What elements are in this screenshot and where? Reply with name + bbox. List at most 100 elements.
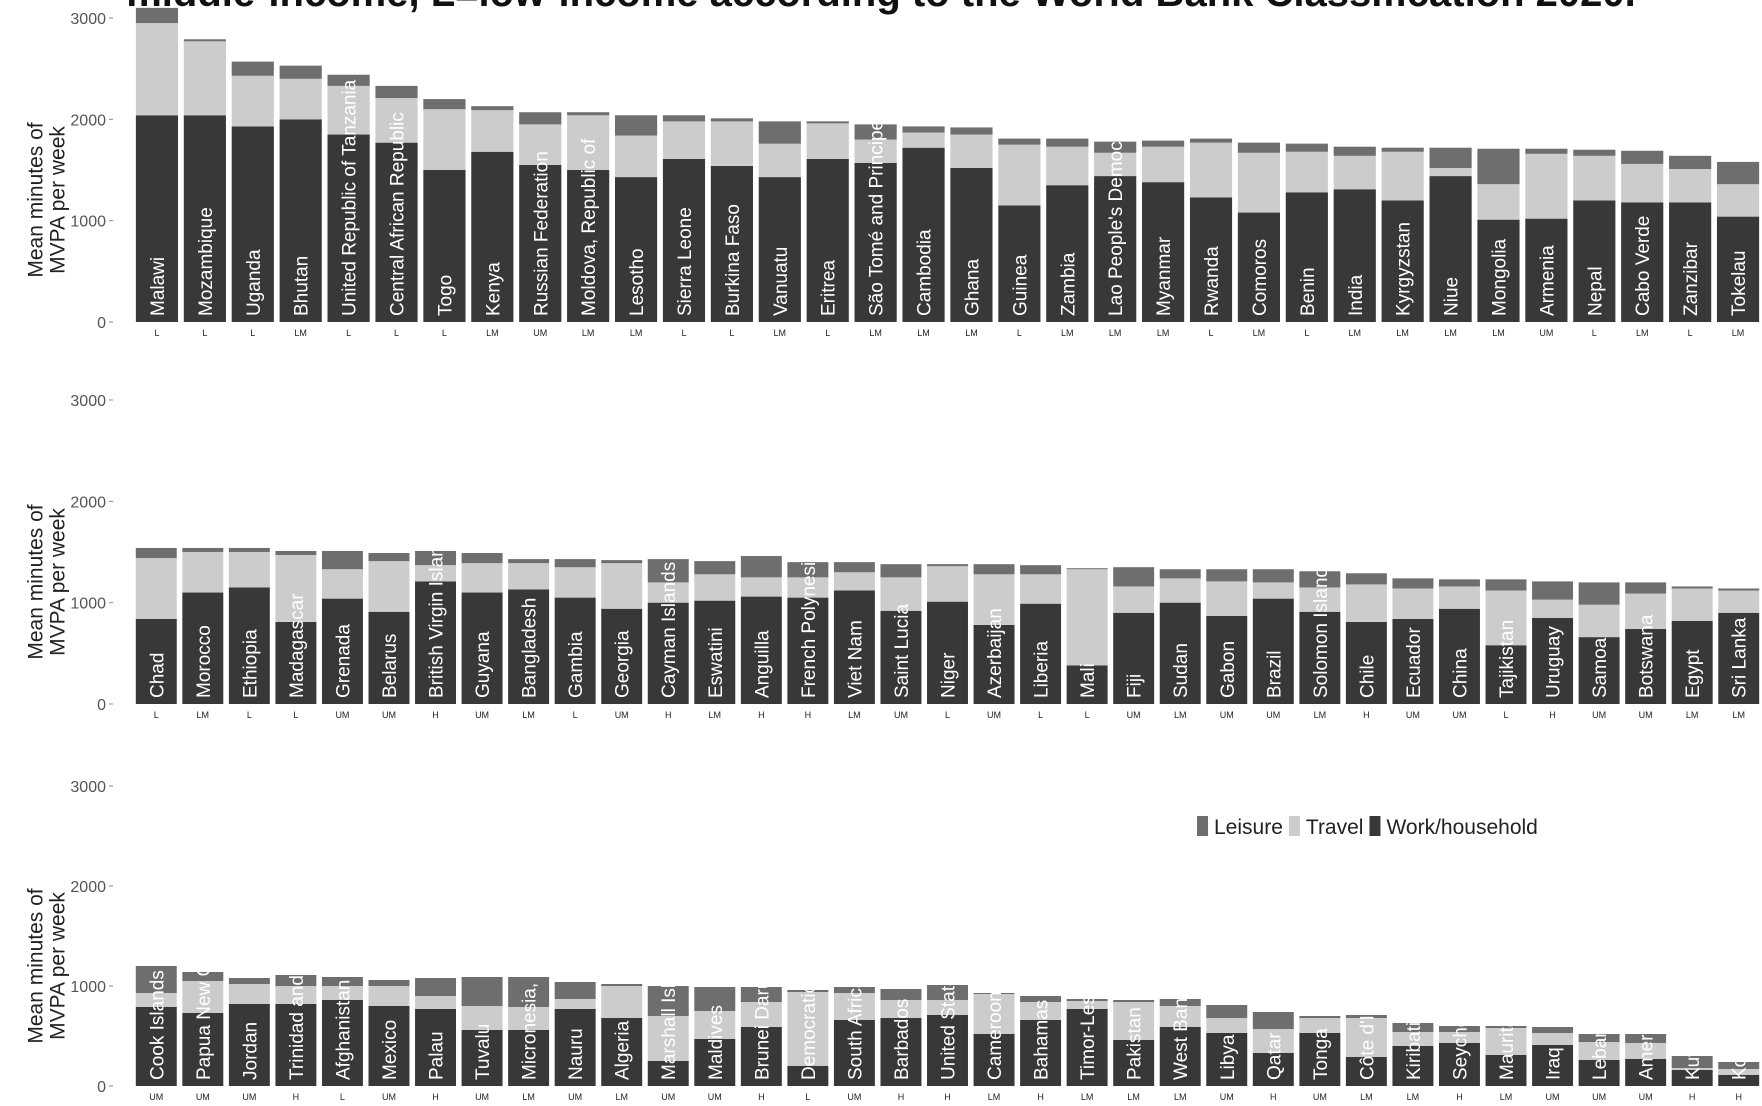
- category-label: Kiribati: [1404, 1022, 1425, 1080]
- bar-segment-travel: [1621, 163, 1664, 203]
- bar-segment-leisure: [601, 984, 643, 986]
- bar-segment-travel: [1020, 574, 1062, 604]
- bar-segment-travel: [647, 1016, 689, 1061]
- category-label: Solomon Islands: [1311, 558, 1332, 698]
- bar-segment-leisure: [787, 990, 829, 992]
- bar-segment-work-household: [508, 1030, 550, 1086]
- bar-segment-work-household: [275, 1004, 317, 1086]
- bar-segment-travel: [1345, 584, 1387, 622]
- bar-segment-travel: [135, 23, 179, 116]
- category-label: Libya: [1218, 1034, 1239, 1080]
- bar-segment-work-household: [854, 162, 897, 322]
- bar-segment-leisure: [1578, 1034, 1620, 1042]
- bar-segment-travel: [1578, 604, 1620, 638]
- category-label: Azerbaijan: [985, 608, 1006, 698]
- bar-segment-leisure: [950, 127, 993, 135]
- bar-segment-travel: [854, 139, 897, 163]
- bar-segment-leisure: [182, 547, 224, 552]
- income-group-label: UM: [1127, 710, 1141, 720]
- bar-segment-work-household: [1299, 611, 1341, 704]
- bar-segment-work-household: [1429, 176, 1472, 322]
- income-group-label: L: [202, 328, 207, 338]
- bar-segment-leisure: [1113, 567, 1155, 587]
- category-label: Belarus: [380, 634, 401, 698]
- income-group-label: L: [250, 328, 255, 338]
- bar-segment-leisure: [1477, 148, 1520, 185]
- category-label: Marshall Islands: [659, 943, 680, 1080]
- category-label: Georgia: [613, 630, 634, 698]
- bar-segment-work-household: [1621, 202, 1664, 322]
- bar-segment-work-household: [1578, 1060, 1620, 1086]
- income-group-label: H: [1363, 710, 1370, 720]
- income-group-label: LM: [1081, 1092, 1094, 1102]
- bar-segment-travel: [601, 563, 643, 609]
- bar-segment-work-household: [694, 600, 736, 704]
- income-group-label: UM: [708, 1092, 722, 1102]
- category-label: Central African Republic: [388, 112, 409, 316]
- income-group-label: UM: [533, 328, 547, 338]
- bar-segment-travel: [1669, 168, 1712, 203]
- bar-segment-travel: [279, 78, 322, 120]
- bar-segment-leisure: [519, 112, 562, 125]
- category-label: Ecuador: [1404, 627, 1425, 698]
- bar-segment-leisure: [973, 993, 1015, 994]
- bar-segment-leisure: [1716, 161, 1760, 185]
- income-group-label: LM: [1348, 328, 1361, 338]
- bar-segment-leisure: [1020, 565, 1062, 575]
- bar-segment-travel: [375, 98, 418, 143]
- category-label: Egypt: [1683, 649, 1704, 698]
- legend-label: Leisure: [1214, 816, 1283, 839]
- category-label: Tonga: [1311, 1028, 1332, 1080]
- bar-segment-leisure: [1573, 149, 1616, 156]
- category-label: Anguilla: [752, 630, 773, 698]
- bar-segment-work-household: [1206, 1033, 1248, 1086]
- bar-segment-work-household: [740, 596, 782, 704]
- income-group-label: L: [1592, 328, 1597, 338]
- bar-segment-work-household: [1206, 615, 1248, 704]
- category-label: Mauritania: [1497, 991, 1518, 1080]
- bar-segment-work-household: [1392, 618, 1434, 704]
- y-tick-label: 2000: [70, 494, 106, 511]
- income-group-label: UM: [568, 1092, 582, 1102]
- bar-segment-travel: [694, 1011, 736, 1039]
- category-label: Lebanon: [1590, 1006, 1611, 1080]
- category-label: Bhutan: [292, 256, 313, 316]
- bar-segment-travel: [567, 115, 610, 170]
- bar-segment-work-household: [1066, 1009, 1108, 1086]
- bar-segment-work-household: [880, 1018, 922, 1086]
- chart-panel-3: 0 1000 2000 3000 Mean minutes ofMVPA per wee…: [25, 779, 1760, 1102]
- bar-segment-travel: [1333, 155, 1376, 190]
- bar-segment-travel: [1113, 586, 1155, 613]
- bar-segment-work-household: [1625, 629, 1667, 704]
- income-group-label: UM: [1539, 328, 1553, 338]
- bar-segment-leisure: [1438, 1026, 1480, 1032]
- income-group-label: UM: [1220, 710, 1234, 720]
- bar-segment-work-household: [973, 1034, 1015, 1086]
- income-group-label: LM: [1686, 710, 1699, 720]
- bar-segment-travel: [1159, 1006, 1201, 1027]
- bar-segment-leisure: [880, 564, 922, 578]
- bar-segment-work-household: [1046, 185, 1089, 322]
- bar-segment-travel: [1252, 1029, 1294, 1053]
- bar-segment-work-household: [1299, 1033, 1341, 1086]
- category-label: Malawi: [148, 257, 169, 316]
- bar-segment-leisure: [1206, 569, 1248, 582]
- bar-segment-travel: [1285, 151, 1328, 193]
- bar-segment-travel: [368, 986, 410, 1006]
- bar-segment-travel: [662, 121, 706, 159]
- bar-segment-travel: [1189, 142, 1233, 198]
- category-label: Cook Islands: [147, 970, 168, 1080]
- bar-segment-work-household: [1285, 192, 1328, 322]
- bar-segment-work-household: [1113, 612, 1155, 704]
- bar-segment-travel: [471, 110, 514, 152]
- bar-segment-leisure: [998, 138, 1041, 145]
- income-group-label: H: [1037, 1092, 1044, 1102]
- bar-segment-leisure: [1020, 996, 1062, 1002]
- income-group-label: UM: [1639, 710, 1653, 720]
- income-group-label: LM: [1253, 328, 1266, 338]
- bar-segment-leisure: [1046, 138, 1089, 147]
- bar-segment-travel: [182, 981, 224, 1013]
- bar-segment-leisure: [471, 106, 514, 111]
- bar-segment-leisure: [1252, 1012, 1294, 1029]
- category-label: Mongolia: [1489, 238, 1510, 316]
